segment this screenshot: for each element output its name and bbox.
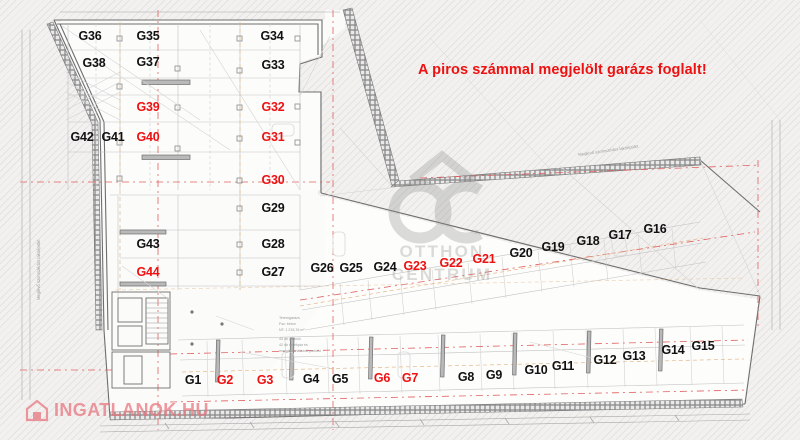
bay-ticks-lower xyxy=(206,325,725,398)
garage-label-g27[interactable]: G27 xyxy=(261,264,285,279)
garage-label-g28[interactable]: G28 xyxy=(261,236,285,251)
garage-label-g30[interactable]: G30 xyxy=(261,172,285,187)
bay-ticks-right xyxy=(339,228,677,326)
garage-label-g13[interactable]: G13 xyxy=(622,348,646,363)
right-wing-floor xyxy=(236,196,757,414)
ingatlanok-text: INGATLANOK.HU xyxy=(54,399,209,420)
garage-label-g26[interactable]: G26 xyxy=(310,260,334,275)
garage-label-g19[interactable]: G19 xyxy=(541,239,565,254)
garage-label-g6[interactable]: G6 xyxy=(373,370,391,385)
internal-beams xyxy=(119,79,664,383)
garage-label-g18[interactable]: G18 xyxy=(576,233,600,248)
plan-annotation: NT: 1 215,76 m² xyxy=(279,328,305,332)
garage-label-g8[interactable]: G8 xyxy=(457,369,475,384)
garage-label-g3[interactable]: G3 xyxy=(256,372,274,387)
garage-label-g34[interactable]: G34 xyxy=(260,28,284,43)
house-icon xyxy=(25,399,49,422)
utility-core xyxy=(111,291,171,389)
garage-label-g29[interactable]: G29 xyxy=(261,200,285,215)
garage-label-g12[interactable]: G12 xyxy=(593,352,617,367)
garage-label-g14[interactable]: G14 xyxy=(661,342,685,357)
garage-label-g4[interactable]: G4 xyxy=(302,371,320,386)
garage-label-g38[interactable]: G38 xyxy=(82,55,106,70)
garage-label-g10[interactable]: G10 xyxy=(524,362,548,377)
plan-annotation: Meglévő szomszédos lakóépület xyxy=(36,239,41,300)
garage-label-g23[interactable]: G23 xyxy=(403,258,427,273)
headline-notice: A piros számmal megjelölt garázs foglalt… xyxy=(418,62,707,78)
garage-label-g32[interactable]: G32 xyxy=(261,99,285,114)
garage-label-g43[interactable]: G43 xyxy=(136,236,160,251)
garage-label-g11[interactable]: G11 xyxy=(551,358,575,373)
ingatlanok-watermark: INGATLANOK.HU xyxy=(24,398,209,422)
plan-annotation: 44 db parkoló xyxy=(279,337,301,341)
garage-label-g44[interactable]: G44 xyxy=(136,264,160,279)
garage-label-g7[interactable]: G7 xyxy=(401,370,419,385)
garage-label-g24[interactable]: G24 xyxy=(373,259,397,274)
bay-dashes-upper xyxy=(95,24,271,190)
garage-label-g17[interactable]: G17 xyxy=(608,227,632,242)
plan-annotation: 42 db kerékpár és xyxy=(279,343,308,347)
garage-label-g35[interactable]: G35 xyxy=(136,28,160,43)
garage-label-g15[interactable]: G15 xyxy=(691,338,715,353)
bottom-facade-wall xyxy=(109,398,744,421)
ramp-wall-diagonal xyxy=(390,156,702,188)
garage-label-g41[interactable]: G41 xyxy=(101,129,125,144)
bay-grid-lower xyxy=(177,324,746,397)
garage-label-g5[interactable]: G5 xyxy=(331,371,349,386)
garage-label-g22[interactable]: G22 xyxy=(439,255,463,270)
garage-label-g21[interactable]: G21 xyxy=(472,251,496,266)
ramp-wall-upper xyxy=(342,7,401,187)
plan-annotation: Teremgarázs xyxy=(279,316,300,320)
garage-label-g2[interactable]: G2 xyxy=(216,372,234,387)
garage-label-g36[interactable]: G36 xyxy=(78,28,102,43)
construction-lines xyxy=(61,19,781,369)
garage-label-g25[interactable]: G25 xyxy=(339,260,363,275)
garage-label-g20[interactable]: G20 xyxy=(509,245,533,260)
garage-label-g16[interactable]: G16 xyxy=(643,221,667,236)
car-symbols xyxy=(271,123,628,379)
garage-label-g37[interactable]: G37 xyxy=(136,54,160,69)
garage-label-g9[interactable]: G9 xyxy=(485,367,503,382)
garage-label-g1[interactable]: G1 xyxy=(184,372,202,387)
service-lines xyxy=(114,22,746,373)
plan-annotation: mozgáskorlátozott parkoló xyxy=(279,349,321,353)
dimension-chains xyxy=(21,11,781,433)
bike-storage-hatch xyxy=(65,71,121,121)
garage-label-g42[interactable]: G42 xyxy=(70,129,94,144)
columns xyxy=(116,35,301,276)
garage-label-g33[interactable]: G33 xyxy=(261,57,285,72)
level-markers xyxy=(190,310,224,346)
garage-label-g39[interactable]: G39 xyxy=(136,99,160,114)
garage-label-g40[interactable]: G40 xyxy=(136,129,160,144)
plan-annotation: Fsz: beton xyxy=(279,322,296,326)
garage-label-g31[interactable]: G31 xyxy=(261,129,285,144)
